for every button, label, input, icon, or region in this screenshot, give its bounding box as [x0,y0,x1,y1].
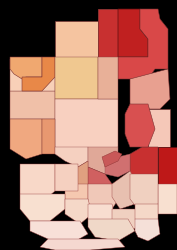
Polygon shape [118,10,148,58]
Polygon shape [125,104,155,148]
Polygon shape [130,148,158,181]
Polygon shape [118,10,168,80]
Polygon shape [55,164,78,191]
Polygon shape [10,92,55,120]
Polygon shape [65,184,88,209]
Polygon shape [135,204,158,227]
Polygon shape [10,58,42,80]
Polygon shape [55,22,98,78]
Polygon shape [88,167,112,191]
Polygon shape [40,239,125,250]
Polygon shape [112,209,140,234]
Polygon shape [20,164,55,204]
Polygon shape [88,184,120,209]
Polygon shape [20,194,65,221]
Polygon shape [55,58,98,100]
Polygon shape [55,148,88,167]
Polygon shape [98,10,118,58]
Polygon shape [88,148,118,174]
Polygon shape [158,184,177,214]
Polygon shape [130,174,158,209]
Polygon shape [30,221,88,244]
Polygon shape [65,161,88,191]
Polygon shape [105,154,130,177]
Polygon shape [88,204,115,229]
Polygon shape [10,60,55,92]
Polygon shape [102,152,122,167]
Polygon shape [148,110,170,148]
Polygon shape [55,100,118,154]
Polygon shape [98,10,118,22]
Polygon shape [88,219,135,241]
Polygon shape [135,219,160,241]
Polygon shape [42,120,55,154]
Polygon shape [112,171,138,209]
Polygon shape [130,70,170,110]
Polygon shape [158,148,177,184]
Polygon shape [98,58,118,100]
Polygon shape [10,120,42,159]
Polygon shape [65,199,92,224]
Polygon shape [22,58,55,92]
